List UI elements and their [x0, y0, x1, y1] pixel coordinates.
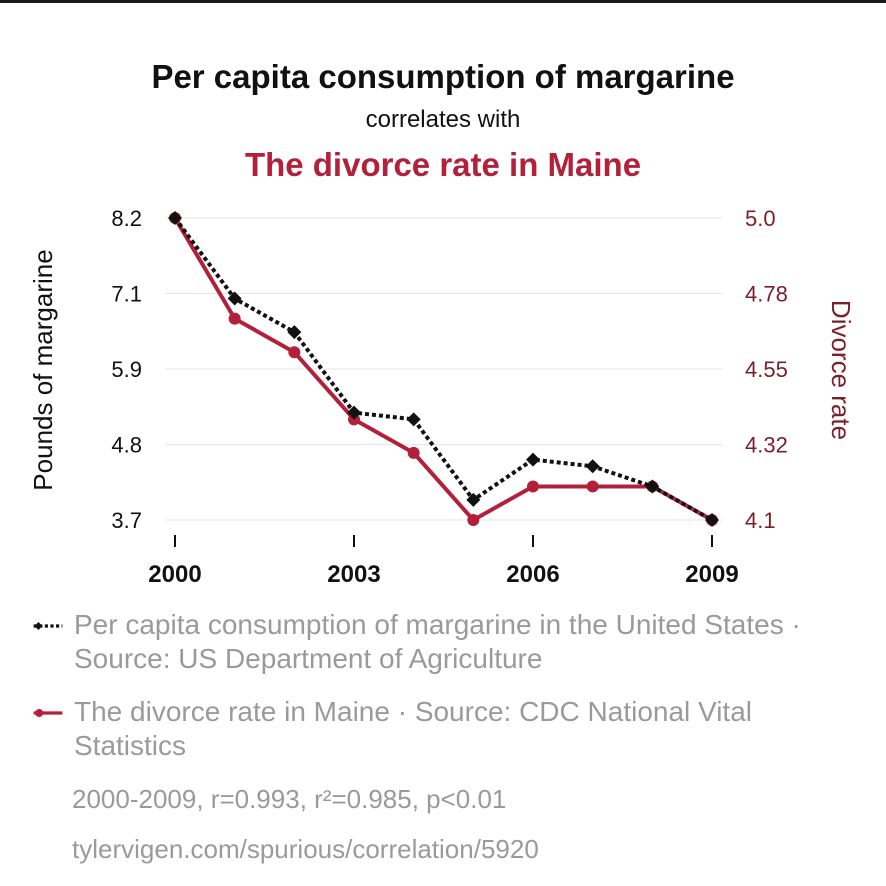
series-margarine-point [287, 325, 302, 340]
legend-label-margarine: Per capita consumption of margarine in t… [74, 609, 801, 674]
correlation-stats: 2000-2009, r=0.993, r²=0.985, p<0.01 [72, 784, 507, 814]
series-margarine-line [173, 216, 713, 522]
circle-line-icon [33, 709, 63, 717]
series-margarine-point [406, 412, 421, 427]
series-margarine-point [585, 459, 600, 474]
series-group [168, 211, 719, 527]
series-margarine-point [705, 513, 719, 527]
source-url[interactable]: tylervigen.com/spurious/correlation/5920 [72, 834, 539, 864]
series-divorce-point [467, 514, 480, 526]
grid-lines [165, 217, 722, 521]
right-tick-label: 4.55 [745, 357, 788, 382]
legend-item-margarine: Per capita consumption of margarine in t… [30, 608, 830, 676]
series-margarine-point [347, 405, 361, 420]
x-tick-label: 2000 [148, 561, 201, 588]
right-tick-label: 4.32 [745, 433, 788, 458]
left-axis-ticks: 8.2 7.1 5.9 4.8 3.7 [111, 206, 142, 533]
left-tick-label: 4.8 [111, 433, 142, 458]
series-divorce-point [586, 480, 599, 493]
x-tick-label: 2009 [685, 561, 738, 588]
x-tick-label: 2006 [506, 561, 559, 588]
left-axis-label: Pounds of margarine [28, 249, 58, 490]
line-chart: 2000 2003 2006 2009 8.2 7.1 5.9 4.8 3.7 5.0 4.78… [28, 206, 856, 588]
right-tick-label: 4.78 [745, 282, 788, 307]
left-tick-label: 3.7 [111, 508, 142, 533]
legend-item-divorce: The divorce rate in Maine · Source: CDC … [30, 695, 830, 763]
x-axis: 2000 2003 2006 2009 [148, 535, 739, 588]
diamond-dotted-line-icon [33, 622, 63, 630]
chart-title: Per capita consumption of margarine [151, 58, 735, 95]
legend-label-divorce: The divorce rate in Maine · Source: CDC … [74, 696, 753, 761]
left-tick-label: 8.2 [111, 206, 142, 231]
left-tick-label: 5.9 [111, 357, 142, 382]
series-divorce-point [288, 346, 301, 359]
series-margarine-point [645, 479, 660, 494]
right-axis-ticks: 5.0 4.78 4.55 4.32 4.1 [745, 206, 788, 533]
right-tick-label: 4.1 [745, 508, 776, 533]
series-margarine-point [168, 211, 182, 225]
series-divorce-line [173, 216, 713, 522]
chart-title-secondary: The divorce rate in Maine [244, 146, 642, 183]
series-margarine-point [466, 492, 481, 507]
top-border [0, 0, 886, 3]
left-tick-label: 7.1 [111, 282, 142, 307]
series-margarine-point [526, 452, 540, 467]
series-margarine-point [227, 291, 242, 306]
right-axis-label: Divorce rate [826, 300, 856, 440]
right-tick-label: 5.0 [745, 206, 776, 231]
series-divorce-point [407, 446, 420, 459]
x-tick-label: 2003 [327, 561, 380, 588]
chart-subtitle: correlates with [365, 106, 521, 133]
series-divorce-point [228, 312, 241, 325]
series-divorce-point [527, 480, 539, 493]
